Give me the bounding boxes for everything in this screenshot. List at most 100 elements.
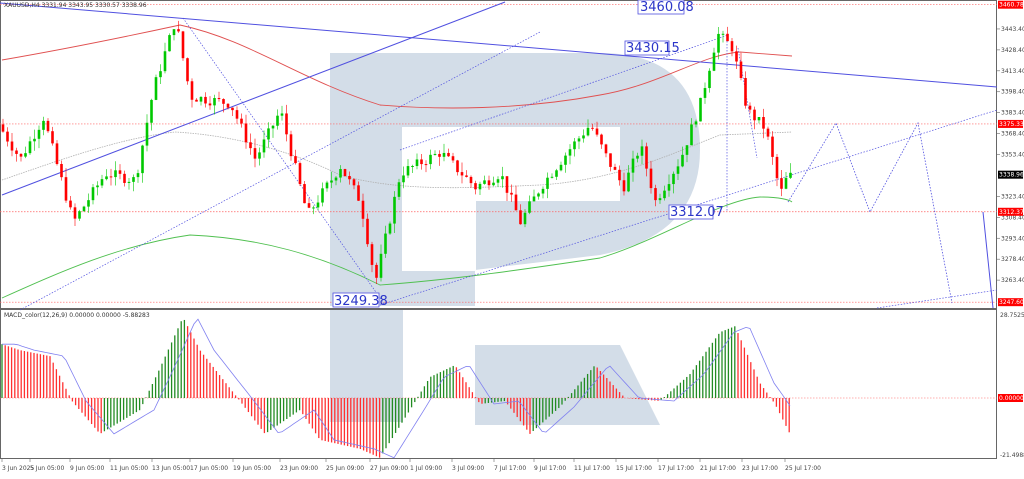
candle-body[interactable] [145, 122, 149, 146]
candle-body[interactable] [42, 120, 45, 130]
candle-body[interactable] [312, 207, 315, 209]
candle-body[interactable] [447, 152, 450, 157]
candle-body[interactable] [640, 146, 644, 156]
candle-body[interactable] [546, 177, 549, 189]
candle-body[interactable] [721, 33, 725, 35]
candle-body[interactable] [591, 127, 594, 129]
candle-body[interactable] [658, 198, 662, 201]
candle-body[interactable] [681, 154, 684, 167]
candle-body[interactable] [24, 153, 27, 157]
candle-body[interactable] [784, 177, 788, 189]
candle-body[interactable] [519, 210, 522, 225]
candle-body[interactable] [465, 175, 468, 177]
candle-body[interactable] [613, 166, 617, 170]
candle-body[interactable] [438, 153, 441, 157]
candle-body[interactable] [532, 196, 536, 202]
candle-body[interactable] [276, 115, 279, 126]
candle-body[interactable] [6, 131, 9, 142]
candle-body[interactable] [307, 203, 311, 208]
candle-body[interactable] [451, 156, 455, 161]
candle-body[interactable] [163, 51, 167, 72]
candle-body[interactable] [460, 172, 464, 176]
candle-body[interactable] [690, 124, 693, 146]
candle-body[interactable] [285, 113, 288, 135]
candle-body[interactable] [208, 103, 212, 106]
candle-body[interactable] [339, 169, 342, 178]
price-pane[interactable] [0, 1, 998, 311]
descending-trendline[interactable] [0, 2, 998, 88]
candle-body[interactable] [609, 153, 612, 167]
candle-body[interactable] [469, 176, 473, 184]
candle-body[interactable] [244, 123, 248, 143]
candle-body[interactable] [501, 176, 504, 180]
candle-body[interactable] [15, 150, 18, 154]
candle-body[interactable] [771, 136, 774, 157]
candle-body[interactable] [649, 168, 653, 189]
candle-body[interactable] [96, 185, 99, 188]
candle-body[interactable] [64, 177, 68, 201]
candle-body[interactable] [204, 96, 207, 104]
candle-body[interactable] [343, 169, 347, 176]
candle-body[interactable] [730, 41, 734, 52]
candle-body[interactable] [775, 156, 779, 179]
candle-body[interactable] [789, 172, 792, 178]
channel-line[interactable] [399, 34, 729, 151]
candle-body[interactable] [757, 117, 761, 121]
candle-body[interactable] [604, 144, 608, 154]
candle-body[interactable] [780, 178, 783, 189]
candle-body[interactable] [424, 164, 428, 166]
candle-body[interactable] [573, 141, 576, 150]
candle-body[interactable] [393, 196, 396, 224]
candle-body[interactable] [397, 182, 401, 197]
candle-body[interactable] [537, 193, 540, 197]
candle-body[interactable] [618, 169, 621, 181]
candle-body[interactable] [514, 194, 518, 211]
candle-body[interactable] [766, 128, 770, 137]
candle-body[interactable] [186, 58, 189, 82]
candle-body[interactable] [19, 153, 23, 157]
candle-body[interactable] [577, 138, 581, 142]
candle-body[interactable] [654, 188, 657, 201]
candle-body[interactable] [105, 176, 108, 180]
candle-body[interactable] [631, 158, 635, 173]
candle-body[interactable] [600, 134, 603, 145]
candle-body[interactable] [316, 202, 320, 208]
channel-line[interactable] [19, 31, 541, 311]
candle-body[interactable] [127, 181, 131, 183]
callout-3312[interactable]: 3312.07 [668, 204, 724, 220]
candle-body[interactable] [303, 184, 306, 204]
candle-body[interactable] [744, 78, 747, 106]
candle-body[interactable] [334, 177, 338, 181]
candle-body[interactable] [726, 33, 729, 42]
candle-body[interactable] [154, 77, 158, 100]
candle-body[interactable] [82, 206, 86, 212]
candle-body[interactable] [433, 153, 437, 155]
candle-body[interactable] [348, 175, 351, 180]
candle-body[interactable] [235, 110, 239, 119]
candle-body[interactable] [60, 163, 63, 178]
candle-body[interactable] [388, 223, 392, 234]
candle-body[interactable] [703, 88, 707, 98]
candle-body[interactable] [321, 188, 324, 203]
macd-pane[interactable] [0, 318, 997, 459]
candle-body[interactable] [73, 207, 77, 219]
candle-body[interactable] [91, 187, 95, 201]
candle-body[interactable] [402, 175, 405, 183]
candle-body[interactable] [28, 141, 32, 154]
candle-body[interactable] [429, 154, 432, 165]
candle-body[interactable] [406, 166, 410, 176]
ascending-trendline[interactable] [1, 1, 506, 196]
candle-body[interactable] [667, 184, 671, 191]
candle-body[interactable] [213, 98, 216, 106]
candle-body[interactable] [559, 164, 563, 171]
candle-body[interactable] [330, 180, 333, 183]
candle-body[interactable] [199, 96, 203, 102]
candle-body[interactable] [1, 124, 5, 132]
candle-body[interactable] [636, 155, 639, 159]
candle-body[interactable] [712, 52, 716, 71]
candle-body[interactable] [672, 173, 675, 185]
candle-body[interactable] [217, 98, 221, 100]
candle-body[interactable] [10, 141, 14, 151]
candle-body[interactable] [240, 118, 243, 124]
callout-3430[interactable]: 3430.15 [624, 40, 680, 56]
